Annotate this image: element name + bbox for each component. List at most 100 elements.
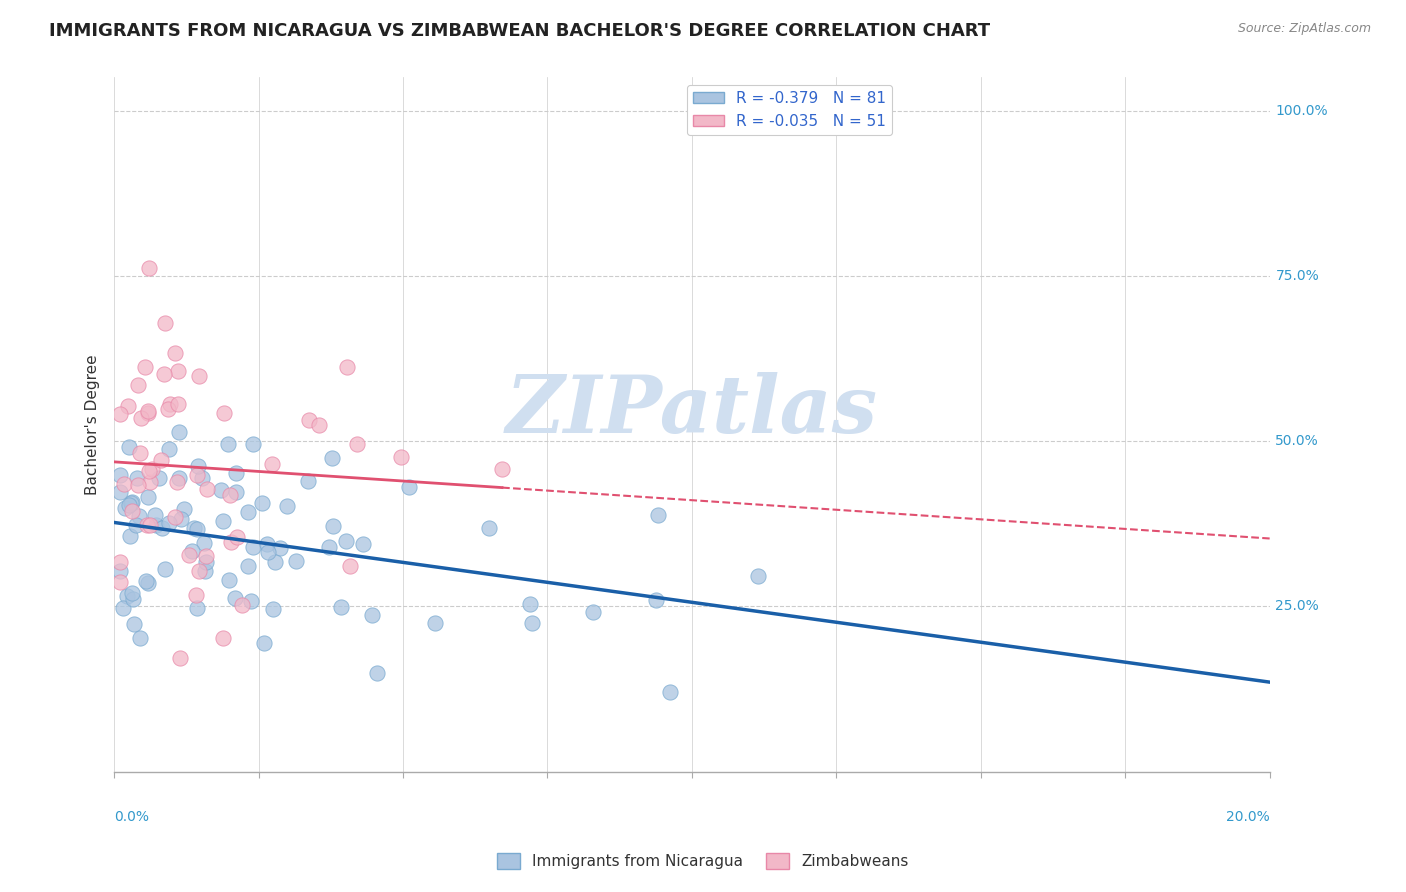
Point [186,601,208,615]
Point [184,588,207,602]
Point [257,544,280,558]
Point [276,499,298,513]
Point [194,549,217,563]
Point [141,461,163,475]
Text: 0.0%: 0.0% [114,810,149,824]
Point [214,406,236,420]
Point [389,450,412,465]
Point [221,535,243,549]
Point [145,518,167,533]
Point [242,540,264,554]
Point [250,496,273,510]
Point [253,636,276,650]
Point [321,450,343,465]
Point [491,461,513,475]
Text: 25.0%: 25.0% [1275,599,1319,614]
Point [128,632,150,646]
Point [108,564,131,578]
Point [129,410,152,425]
Point [166,397,188,411]
Point [194,555,217,569]
Point [225,466,247,480]
Point [155,316,177,330]
Point [169,651,191,665]
Point [163,510,186,524]
Point [335,533,357,548]
Point [225,485,247,500]
Point [135,518,157,533]
Text: IMMIGRANTS FROM NICARAGUA VS ZIMBABWEAN BACHELOR'S DEGREE CORRELATION CHART: IMMIGRANTS FROM NICARAGUA VS ZIMBABWEAN … [49,22,990,40]
Point [239,594,262,608]
Point [186,522,208,536]
Point [135,574,157,589]
Point [173,501,195,516]
Point [658,685,681,699]
Point [120,496,142,510]
Point [224,591,246,606]
Point [177,549,200,563]
Point [209,483,232,497]
Point [143,508,166,522]
Text: 50.0%: 50.0% [1275,434,1319,448]
Point [169,512,191,526]
Point [308,418,330,433]
Point [219,488,242,502]
Point [297,413,319,427]
Text: 100.0%: 100.0% [1275,103,1329,118]
Point [346,436,368,450]
Point [260,457,283,471]
Point [118,441,141,455]
Point [366,666,388,681]
Point [269,541,291,555]
Text: 75.0%: 75.0% [1275,268,1319,283]
Point [218,573,240,587]
Point [242,436,264,450]
Point [186,467,208,482]
Point [236,505,259,519]
Point [136,407,159,421]
Point [187,459,209,474]
Point [217,437,239,451]
Point [121,494,143,508]
Point [159,516,181,530]
Point [166,475,188,489]
Point [114,500,136,515]
Text: Source: ZipAtlas.com: Source: ZipAtlas.com [1237,22,1371,36]
Point [478,521,501,535]
Legend: R = -0.379   N = 81, R = -0.035   N = 51: R = -0.379 N = 81, R = -0.035 N = 51 [688,85,893,135]
Point [118,498,141,512]
Point [108,467,131,482]
Point [231,599,253,613]
Point [195,482,218,496]
Point [238,559,260,574]
Point [125,471,148,485]
Point [139,517,162,532]
Point [129,446,152,460]
Point [163,346,186,360]
Point [263,555,285,569]
Point [188,368,211,383]
Point [519,597,541,611]
Point [149,452,172,467]
Point [644,593,666,607]
Point [226,530,249,544]
Point [138,260,160,275]
Point [352,537,374,551]
Point [118,529,141,543]
Point [112,601,135,615]
Point [322,519,344,533]
Point [262,602,284,616]
Point [166,364,188,378]
Point [180,544,202,558]
Point [108,556,131,570]
Point [212,631,235,645]
Point [335,359,357,374]
Point [121,503,143,517]
Point [167,471,190,485]
Point [136,576,159,591]
Point [329,599,352,614]
Point [136,490,159,504]
Point [108,407,131,421]
Point [127,378,149,392]
Point [127,478,149,492]
